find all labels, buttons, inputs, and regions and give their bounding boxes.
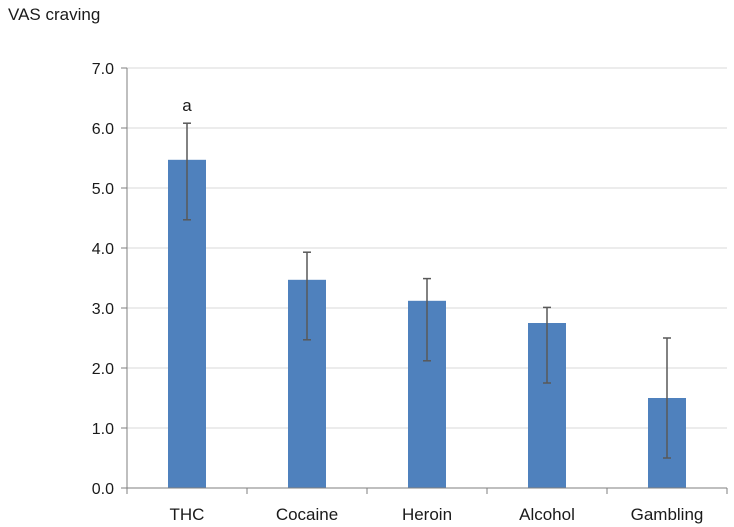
x-tick-label: Gambling [631,505,704,524]
error-bars [183,122,671,459]
y-tick-labels: 0.0 1.0 2.0 3.0 4.0 5.0 6.0 7.0 [92,61,114,498]
x-tick-label: Alcohol [519,505,575,524]
error-bar-heroin [423,277,431,362]
y-tick-label: 0.0 [92,481,114,498]
x-tick-label: Cocaine [276,505,338,524]
error-bar-thc [183,122,191,221]
y-tick-label: 4.0 [92,241,114,258]
significance-annotation: a [182,96,192,115]
error-bar-alcohol [543,306,551,384]
y-axis-label: VAS craving [8,5,100,24]
x-tick-labels: THC Cocaine Heroin Alcohol Gambling [170,505,704,524]
error-bar-cocaine [303,251,311,341]
axes [121,67,728,494]
y-tick-label: 2.0 [92,361,114,378]
y-tick-label: 1.0 [92,421,114,438]
annotations: a [182,96,192,115]
y-tick-label: 7.0 [92,61,114,78]
y-tick-label: 5.0 [92,181,114,198]
x-tick-label: Heroin [402,505,452,524]
error-bar-gambling [663,337,671,459]
x-tick-label: THC [170,505,205,524]
y-tick-label: 6.0 [92,121,114,138]
y-tick-label: 3.0 [92,301,114,318]
